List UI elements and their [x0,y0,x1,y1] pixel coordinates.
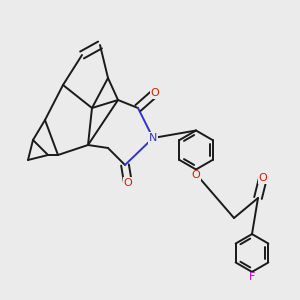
Text: O: O [124,178,132,188]
Text: O: O [151,88,159,98]
Text: F: F [249,272,255,282]
Text: N: N [149,133,157,143]
Text: O: O [259,173,267,183]
Text: O: O [192,170,200,181]
